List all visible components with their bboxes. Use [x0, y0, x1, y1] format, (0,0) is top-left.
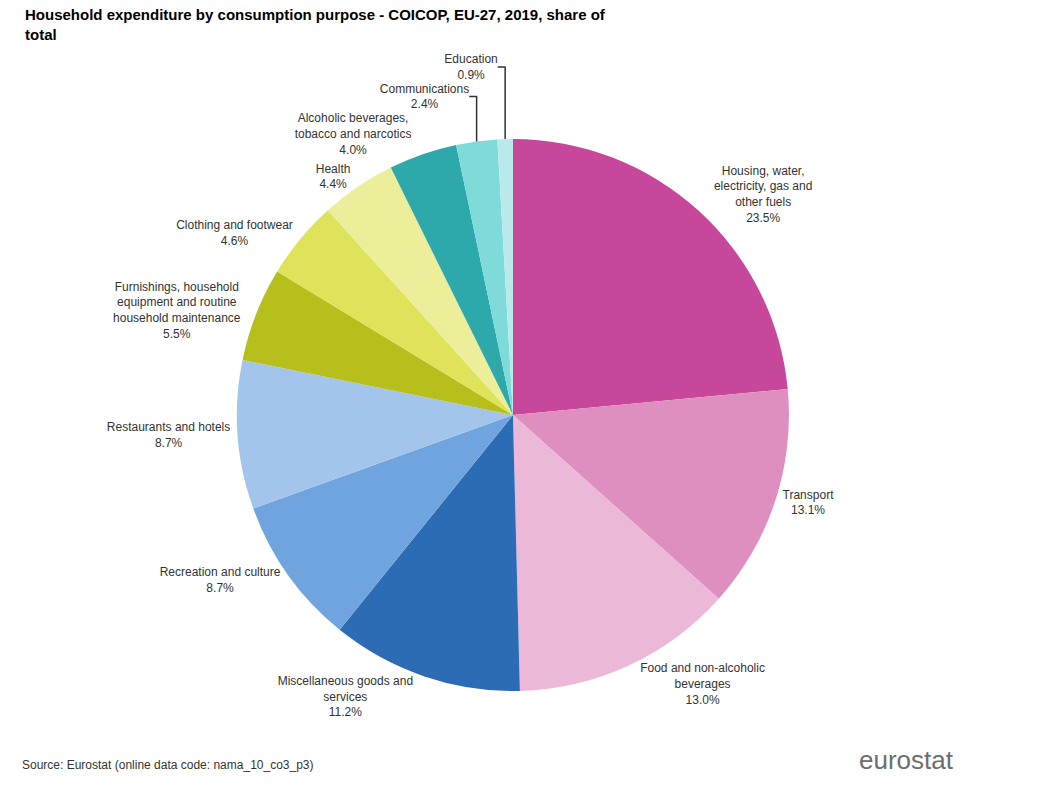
- svg-text:Miscellaneous goods andservice: Miscellaneous goods andservices11.2%: [278, 674, 413, 719]
- svg-text:Communications2.4%: Communications2.4%: [380, 82, 469, 112]
- svg-text:Housing, water,electricity, ga: Housing, water,electricity, gas andother…: [714, 164, 813, 225]
- svg-text:Clothing and footwear4.6%: Clothing and footwear4.6%: [176, 218, 293, 248]
- svg-text:Restaurants and hotels8.7%: Restaurants and hotels8.7%: [107, 420, 230, 450]
- svg-text:Health4.4%: Health4.4%: [316, 162, 351, 192]
- svg-text:Recreation and culture8.7%: Recreation and culture8.7%: [160, 565, 281, 595]
- svg-text:Source: Eurostat (online data: Source: Eurostat (online data code: nama…: [22, 758, 314, 772]
- svg-text:Furnishings, householdequipmen: Furnishings, householdequipment and rout…: [113, 280, 241, 341]
- svg-text:Alcoholic beverages,tobacco an: Alcoholic beverages,tobacco and narcotic…: [295, 111, 412, 156]
- svg-text:Household expenditure by consu: Household expenditure by consumption pur…: [25, 6, 606, 43]
- svg-text:Food and non-alcoholicbeverage: Food and non-alcoholicbeverages13.0%: [640, 661, 765, 706]
- svg-text:Transport13.1%: Transport13.1%: [783, 488, 835, 518]
- svg-text:eurostat: eurostat: [859, 745, 954, 775]
- svg-text:Education0.9%: Education0.9%: [444, 52, 497, 82]
